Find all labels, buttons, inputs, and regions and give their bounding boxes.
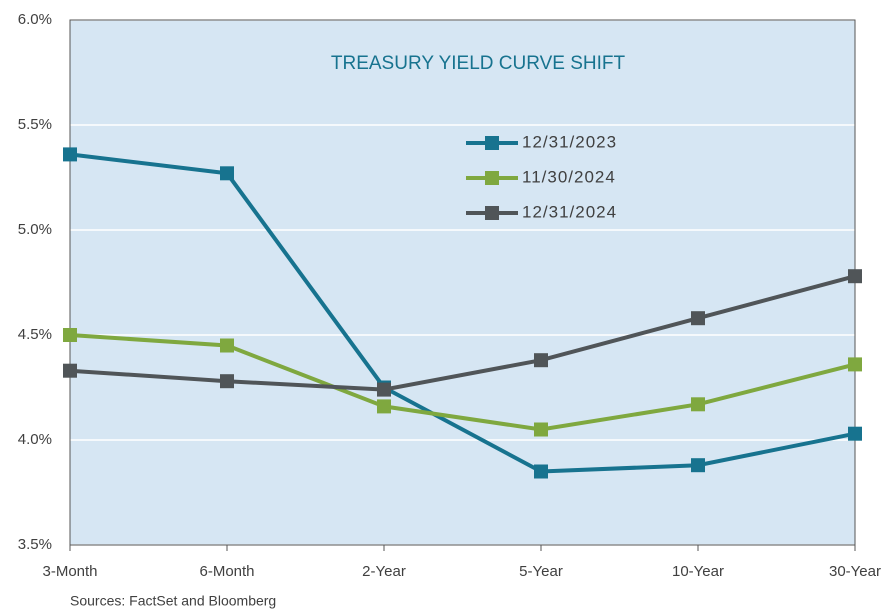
marker (848, 269, 862, 284)
marker (691, 458, 705, 473)
legend-marker (485, 136, 499, 150)
marker (534, 464, 548, 479)
y-tick-label: 3.5% (18, 536, 52, 553)
marker (377, 399, 391, 414)
marker (220, 374, 234, 389)
chart-title: TREASURY YIELD CURVE SHIFT (331, 53, 626, 74)
marker (63, 147, 77, 162)
series-line (69, 274, 856, 392)
legend-marker (485, 206, 499, 220)
marker (848, 426, 862, 441)
marker (220, 338, 234, 353)
marker (63, 328, 77, 342)
marker (691, 397, 705, 412)
x-tick-label: 10-Year (672, 563, 724, 580)
x-tick-label: 6-Month (199, 563, 254, 580)
legend-label: 12/31/2024 (522, 202, 617, 221)
y-tick-label: 6.0% (18, 11, 52, 28)
series-line (69, 333, 856, 432)
y-tick-label: 5.0% (18, 221, 52, 238)
x-tick-label: 5-Year (519, 563, 563, 580)
legend-label: 12/31/2023 (522, 132, 617, 151)
marker (691, 311, 705, 326)
x-tick-label: 30-Year (829, 563, 881, 580)
marker (848, 357, 862, 372)
legend-marker (485, 171, 499, 185)
marker (63, 363, 77, 378)
marker (534, 422, 548, 437)
series-line (69, 152, 856, 474)
y-tick-label: 5.5% (18, 116, 52, 133)
plot-area (70, 20, 855, 545)
marker (534, 353, 548, 368)
legend-label: 11/30/2024 (522, 167, 616, 186)
y-tick-label: 4.0% (18, 431, 52, 448)
y-tick-label: 4.5% (18, 326, 52, 343)
source-note: Sources: FactSet and Bloomberg (70, 593, 276, 609)
x-tick-label: 2-Year (362, 563, 406, 580)
marker (220, 166, 234, 181)
marker (377, 382, 391, 397)
x-tick-label: 3-Month (42, 563, 97, 580)
